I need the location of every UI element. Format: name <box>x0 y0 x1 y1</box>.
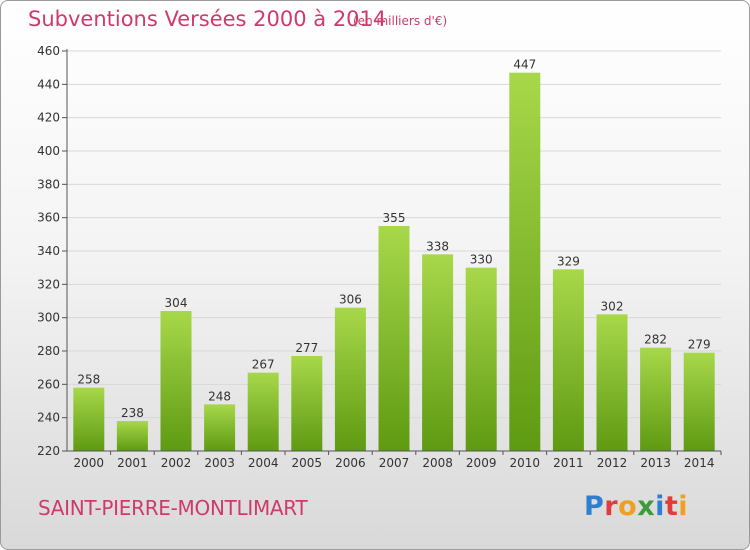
y-tick-label: 440 <box>37 77 60 91</box>
x-tick-label: 2003 <box>204 456 235 470</box>
x-tick-label: 2011 <box>553 456 584 470</box>
data-label: 306 <box>339 293 362 307</box>
data-label: 248 <box>208 389 231 403</box>
y-tick-label: 420 <box>37 111 60 125</box>
bar <box>204 404 236 451</box>
bar <box>378 226 410 451</box>
y-tick-label: 260 <box>37 377 60 391</box>
y-tick-label: 300 <box>37 311 60 325</box>
x-tick-label: 2010 <box>510 456 541 470</box>
logo-letter: i <box>678 491 689 522</box>
bar <box>291 356 323 451</box>
x-tick-label: 2014 <box>684 456 715 470</box>
data-label: 258 <box>77 373 100 387</box>
x-tick-label: 2008 <box>422 456 453 470</box>
labels: 220 240 260 280 300 320 340 360 380 400 420 440 460 2… <box>37 44 714 470</box>
bar <box>640 347 672 451</box>
axes <box>62 49 722 455</box>
x-tick-label: 2001 <box>117 456 148 470</box>
bar <box>465 267 497 451</box>
y-tick-label: 220 <box>37 444 60 458</box>
y-tick-label: 400 <box>37 144 60 158</box>
bar <box>596 314 628 451</box>
bar <box>116 421 148 451</box>
logo-letter: o <box>618 491 638 522</box>
y-tick-label: 360 <box>37 211 60 225</box>
bar <box>247 372 279 451</box>
y-tick-label: 380 <box>37 177 60 191</box>
x-tick-label: 2000 <box>74 456 105 470</box>
data-label: 238 <box>121 406 144 420</box>
data-label: 330 <box>470 253 493 267</box>
data-label: 279 <box>688 338 711 352</box>
bar <box>160 311 192 451</box>
x-tick-label: 2013 <box>640 456 671 470</box>
data-label: 329 <box>557 254 580 268</box>
bar <box>73 387 105 451</box>
bar <box>422 254 454 451</box>
bars <box>73 72 715 452</box>
logo-letter: x <box>637 491 656 522</box>
data-label: 282 <box>644 333 667 347</box>
proxiti-logo[interactable]: Proxiti <box>584 491 688 522</box>
logo-letter: i <box>655 491 665 522</box>
y-tick-label: 340 <box>37 244 60 258</box>
y-tick-label: 280 <box>37 344 60 358</box>
bar <box>509 72 541 452</box>
bar <box>683 352 715 451</box>
commune-name: SAINT-PIERRE-MONTLIMART <box>38 496 308 520</box>
data-label: 277 <box>295 341 318 355</box>
y-tick-label: 240 <box>37 411 60 425</box>
data-label: 302 <box>601 299 624 313</box>
data-label: 267 <box>252 358 275 372</box>
data-label: 338 <box>426 239 449 253</box>
logo-letter: P <box>584 491 605 522</box>
y-tick-label: 460 <box>37 44 60 58</box>
data-label: 447 <box>513 58 536 72</box>
x-tick-label: 2009 <box>466 456 497 470</box>
x-tick-label: 2004 <box>248 456 279 470</box>
x-tick-label: 2007 <box>379 456 410 470</box>
x-tick-label: 2005 <box>292 456 323 470</box>
chart-unit: (en milliers d'€) <box>353 14 448 28</box>
y-tick-label: 320 <box>37 277 60 291</box>
x-tick-label: 2002 <box>161 456 192 470</box>
chart-title: Subventions Versées 2000 à 2014 <box>28 7 387 31</box>
data-label: 304 <box>165 296 188 310</box>
bar <box>552 269 584 451</box>
logo-letter: t <box>664 491 679 522</box>
bar <box>334 307 366 451</box>
x-tick-label: 2012 <box>597 456 628 470</box>
x-tick-label: 2006 <box>335 456 366 470</box>
logo-letter: r <box>604 491 619 522</box>
data-label: 355 <box>383 211 406 225</box>
